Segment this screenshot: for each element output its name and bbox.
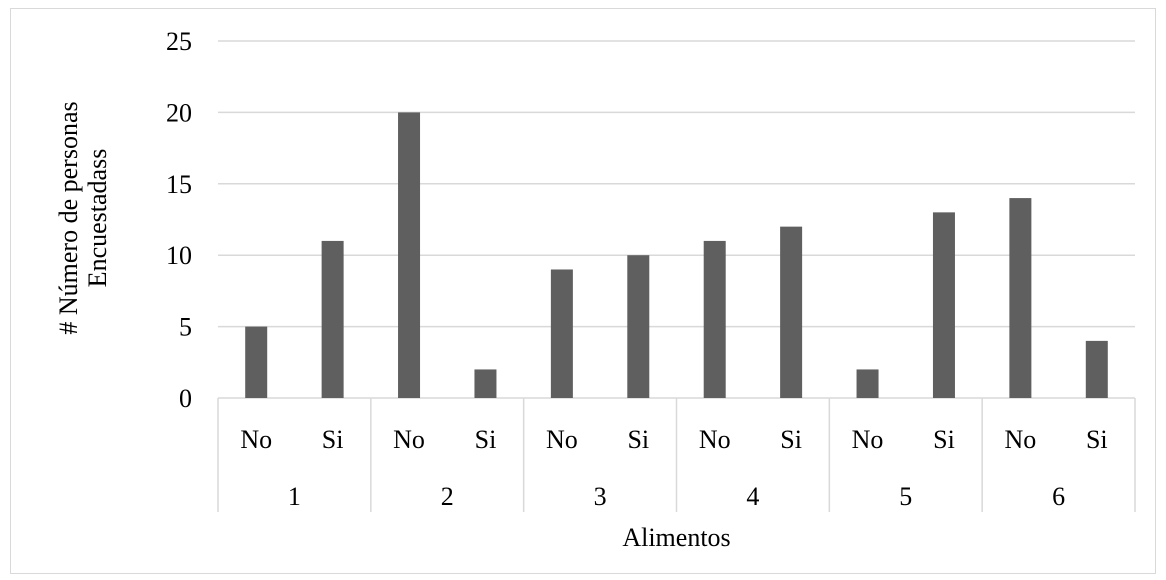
bar-5-No [856,369,879,398]
y-tick-label: 10 [166,241,192,270]
y-axis-label-line-2: Encuestadass [83,149,112,288]
x-group-label: 3 [594,482,607,511]
bar-3-No [550,269,573,398]
x-axis-label: Alimentos [622,523,730,552]
y-tick-label: 5 [179,313,192,342]
bar-6-Si [1085,340,1108,398]
x-subcategory-label: Si [627,425,649,454]
x-subcategory-label: No [699,425,731,454]
chart-frame [10,8,1156,574]
x-subcategory-label: Si [780,425,802,454]
x-subcategory-label: Si [933,425,955,454]
x-axis-categories: No Si 1 No Si 2 No Si 3 No Si 4 No Si 5 No Si 6 [217,398,1136,512]
x-subcategory-label: Si [475,425,497,454]
bars [245,112,1108,399]
gridlines [218,40,1135,399]
y-tick-label: 15 [166,170,192,199]
bar-1-Si [321,240,344,398]
x-subcategory-label: No [546,425,578,454]
bar-2-Si [474,369,497,398]
bar-3-Si [627,255,650,398]
x-group-label: 6 [1052,482,1065,511]
x-subcategory-label: No [852,425,884,454]
bar-1-No [245,326,268,398]
x-subcategory-label: Si [1086,425,1108,454]
y-tick-label: 25 [166,27,192,56]
bar-2-No [398,112,421,399]
y-tick-label: 0 [179,384,192,413]
y-tick-labels: 0 5 10 15 20 25 [166,27,192,413]
y-tick-label: 20 [166,98,192,127]
x-subcategory-label: No [393,425,425,454]
bar-6-No [1009,198,1032,398]
bar-4-No [703,240,726,398]
x-subcategory-label: No [1004,425,1036,454]
x-group-label: 5 [899,482,912,511]
bar-4-Si [780,226,803,398]
x-subcategory-label: No [240,425,272,454]
bar-5-Si [932,212,955,398]
x-group-label: 1 [288,482,301,511]
x-group-label: 4 [746,482,759,511]
y-axis-label-line-1: # Número de personas [54,101,83,334]
x-subcategory-label: Si [322,425,344,454]
x-group-label: 2 [441,482,454,511]
